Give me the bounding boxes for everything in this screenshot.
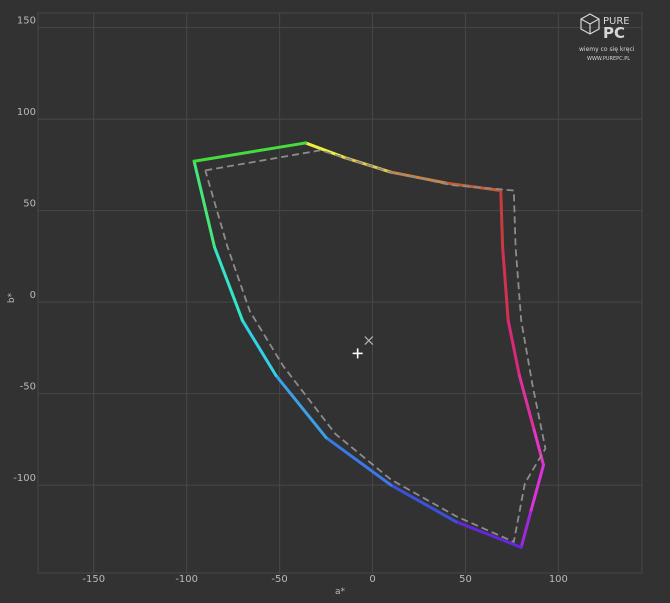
gamut-segment: [454, 520, 523, 549]
gamut-segment: [213, 245, 244, 322]
x-tick-label: -150: [82, 574, 105, 585]
gamut-segment: [240, 318, 278, 377]
y-tick-label: -50: [20, 382, 36, 393]
gamut-segment: [499, 189, 505, 249]
x-axis-label: a*: [335, 587, 346, 597]
y-tick-label: -100: [13, 473, 36, 484]
tick-labels: -150 -100 -50 0 50 100 150 100 50 0 -50 -100: [13, 16, 568, 585]
gamut-segment: [389, 483, 458, 524]
y-tick-label: 100: [17, 107, 36, 118]
white-point-cross: [352, 348, 363, 359]
x-tick-label: -100: [175, 574, 198, 585]
x-tick-label: 50: [459, 574, 472, 585]
gamut-segment: [274, 373, 328, 440]
series-dashed-gray: [204, 149, 547, 543]
gamut-segment: [532, 428, 546, 467]
gamut-segment: [517, 373, 536, 432]
logo-brand-bottom: PC: [603, 24, 625, 42]
logo-url: WWW.PUREPC.PL: [587, 56, 630, 62]
gamut-segment: [519, 511, 532, 549]
gamut-segment: [192, 159, 217, 249]
y-axis-label: b*: [7, 292, 17, 303]
y-tick-label: 150: [17, 16, 36, 27]
cube-icon: [580, 13, 600, 35]
x-tick-label: 100: [549, 574, 568, 585]
y-tick-label: 0: [30, 290, 36, 301]
series-solid-spectrum: [192, 141, 546, 549]
series-group: [192, 141, 547, 549]
gridlines: [37, 12, 643, 574]
x-tick-label: 0: [369, 574, 375, 585]
gamut-segment: [501, 245, 510, 322]
purepc-logo: PURE PC wiemy co się kręci WWW.PUREPC.PL: [579, 13, 635, 62]
logo-brand-top: PURE: [603, 16, 630, 27]
reference-white-x: [364, 336, 374, 346]
gamut-segment: [506, 318, 521, 377]
gamut-segment: [324, 436, 393, 487]
y-tick-label: 50: [23, 199, 36, 210]
plot-frame: [37, 12, 643, 574]
reference-gamut-line: [204, 149, 547, 543]
gamut-segment: [528, 463, 546, 515]
logo-slogan: wiemy co się kręci: [579, 46, 635, 53]
gamut-segment: [192, 141, 308, 163]
markers: [352, 336, 374, 359]
x-tick-label: -50: [271, 574, 287, 585]
